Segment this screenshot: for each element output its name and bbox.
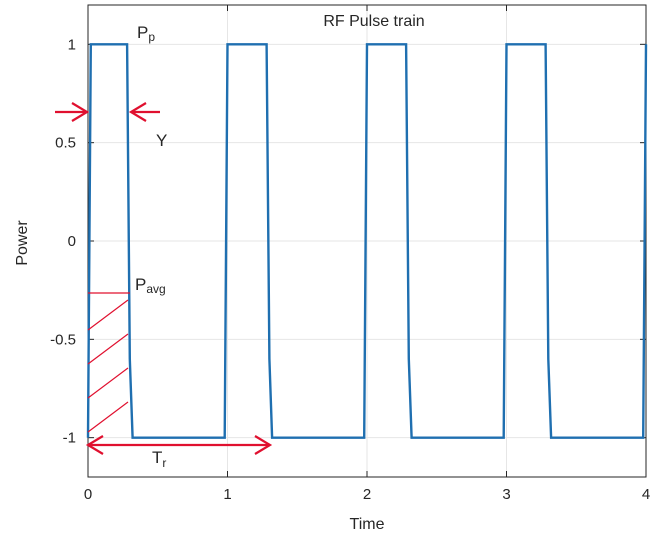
avg-power-label: Pavg: [135, 275, 166, 296]
y-tick-label: 1: [68, 36, 76, 53]
width-arrow-right-head: [128, 102, 147, 122]
period-label-main: T: [152, 448, 162, 467]
avg-hatch-3: [87, 367, 129, 399]
period-arrow-right-head: [254, 435, 273, 455]
width-arrow-left-head: [71, 102, 90, 122]
y-axis-label: Power: [14, 220, 31, 266]
y-tick-label: 0: [68, 233, 76, 250]
peak-power-label: Pp: [137, 23, 155, 44]
x-axis-label: Time: [350, 516, 385, 533]
x-tick-label: 3: [502, 486, 510, 503]
x-tick-label: 1: [223, 486, 231, 503]
peak-power-label-main: P: [137, 23, 148, 42]
pulse-width-label: Y: [156, 131, 167, 150]
avg-hatch-4: [87, 401, 129, 433]
avg-power-label-sub: avg: [146, 282, 165, 296]
chart-title: RF Pulse train: [323, 13, 424, 30]
series-line: [86, 43, 648, 439]
y-tick-label: -0.5: [50, 331, 76, 348]
peak-power-label-sub: p: [148, 30, 155, 44]
y-tick-label: -1: [63, 430, 76, 447]
period-label-sub: r: [162, 456, 166, 470]
x-tick-label: 4: [642, 486, 650, 503]
axis-ticks: 0 1 2 3 4 -1 -0.5 0 0.5 1: [50, 5, 650, 503]
annotations: Pp Y Pavg Tr: [55, 23, 273, 470]
x-tick-label: 2: [363, 486, 371, 503]
avg-hatch-2: [87, 333, 129, 365]
y-tick-label: 0.5: [55, 135, 76, 152]
avg-hatch-1: [87, 299, 129, 331]
period-label: Tr: [152, 448, 166, 470]
avg-power-label-main: P: [135, 275, 146, 294]
period-arrow-left-head: [85, 435, 104, 455]
x-tick-label: 0: [84, 486, 92, 503]
